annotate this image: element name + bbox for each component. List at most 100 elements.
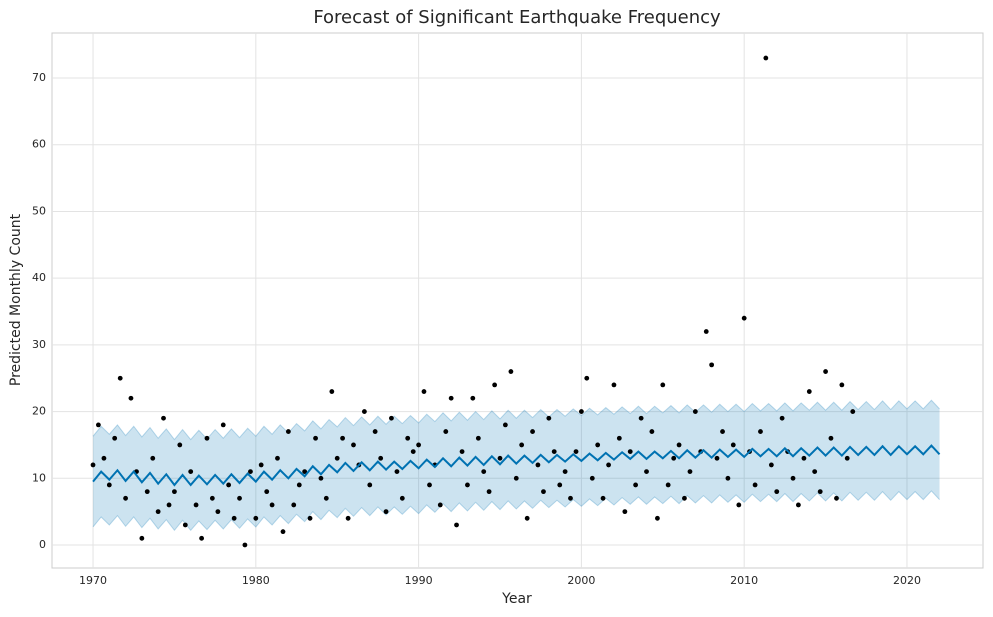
observed-point — [155, 509, 161, 515]
observed-point — [220, 422, 226, 428]
observed-point — [622, 509, 628, 515]
observed-point — [291, 502, 297, 508]
observed-point — [329, 389, 335, 394]
observed-point — [372, 429, 378, 434]
observed-point — [448, 395, 454, 401]
observed-point — [578, 409, 584, 414]
observed-point — [692, 409, 698, 414]
observed-point — [378, 455, 384, 461]
observed-point — [633, 482, 639, 488]
observed-point — [144, 489, 150, 495]
observed-point — [557, 482, 563, 488]
observed-point — [638, 415, 644, 421]
observed-point — [296, 482, 302, 488]
observed-point — [161, 415, 166, 421]
observed-point — [313, 435, 318, 441]
chart-title: Forecast of Significant Earthquake Frequ… — [313, 7, 721, 28]
observed-point — [709, 362, 715, 368]
lower-bound — [92, 490, 940, 532]
observed-point — [671, 455, 677, 461]
observed-point — [443, 429, 449, 434]
observed-point — [139, 535, 145, 541]
observed-point — [199, 535, 205, 541]
observed-point — [193, 502, 199, 508]
observed-point — [730, 442, 736, 448]
observed-point — [551, 449, 557, 454]
observed-point — [437, 502, 443, 508]
observed-point — [459, 449, 465, 454]
observed-point — [676, 442, 682, 448]
observed-point — [269, 502, 275, 508]
observed-point — [166, 502, 172, 508]
x-tick-label: 2000 — [567, 574, 595, 587]
upper-bound — [92, 399, 940, 441]
observed-point — [839, 382, 845, 388]
observed-point — [600, 495, 606, 501]
observed-point — [497, 455, 503, 461]
observed-point — [302, 469, 308, 475]
observed-point — [530, 429, 535, 434]
observed-point — [405, 435, 411, 441]
y-tick-label: 0 — [39, 538, 46, 551]
observed-point — [584, 375, 590, 381]
x-tick-label: 2010 — [730, 574, 758, 587]
observed-point — [204, 435, 210, 441]
observed-point — [416, 442, 422, 448]
y-tick-label: 30 — [32, 338, 46, 351]
plot-layer: 0 10 20 30 40 50 60 70 1970 1980 1990 2000 2010 2020 — [32, 33, 983, 587]
observed-point — [285, 429, 291, 434]
observed-point — [226, 482, 232, 488]
observed-point — [703, 329, 709, 334]
observed-point — [665, 482, 671, 488]
observed-point — [736, 502, 742, 508]
observed-point — [806, 389, 812, 394]
uncertainty-band — [93, 400, 940, 531]
observed-point — [150, 455, 156, 461]
observed-point — [361, 409, 367, 414]
observed-point — [264, 489, 270, 495]
observed-point — [410, 449, 416, 454]
observed-point — [812, 469, 818, 475]
observed-point — [682, 495, 687, 501]
observed-point — [253, 515, 259, 521]
observed-point — [394, 469, 400, 475]
observed-point — [524, 515, 530, 521]
observed-point — [383, 509, 389, 515]
observed-point — [828, 435, 834, 441]
observed-point — [101, 455, 107, 461]
x-tick-label: 1970 — [79, 574, 107, 587]
x-tick-label: 2020 — [893, 574, 921, 587]
observed-point — [215, 509, 221, 515]
observed-point — [389, 415, 394, 421]
x-tick-label: 1980 — [242, 574, 270, 587]
observed-point — [334, 455, 340, 461]
observed-point — [823, 369, 828, 374]
observed-point — [318, 475, 324, 481]
observed-point — [779, 415, 785, 421]
observed-point — [725, 475, 731, 481]
observed-point — [106, 482, 112, 488]
observed-point — [817, 489, 823, 495]
observed-point — [546, 415, 552, 421]
observed-point — [486, 489, 492, 495]
observed-point — [177, 442, 183, 448]
observed-point — [492, 382, 498, 388]
observed-point — [720, 429, 725, 434]
observed-point — [95, 422, 101, 428]
x-tick-label: 1990 — [405, 574, 433, 587]
observed-point — [258, 462, 264, 468]
observed-point — [481, 469, 487, 475]
observed-point — [660, 382, 666, 388]
observed-point — [795, 502, 801, 508]
y-axis-label: Predicted Monthly Count — [8, 213, 24, 386]
observed-point — [589, 475, 595, 481]
observed-point — [367, 482, 373, 488]
observed-point — [562, 469, 568, 475]
observed-point — [182, 522, 188, 528]
observed-point — [340, 435, 345, 441]
y-tick-label: 40 — [32, 271, 46, 284]
observed-point — [399, 495, 405, 501]
observed-point — [568, 495, 573, 501]
